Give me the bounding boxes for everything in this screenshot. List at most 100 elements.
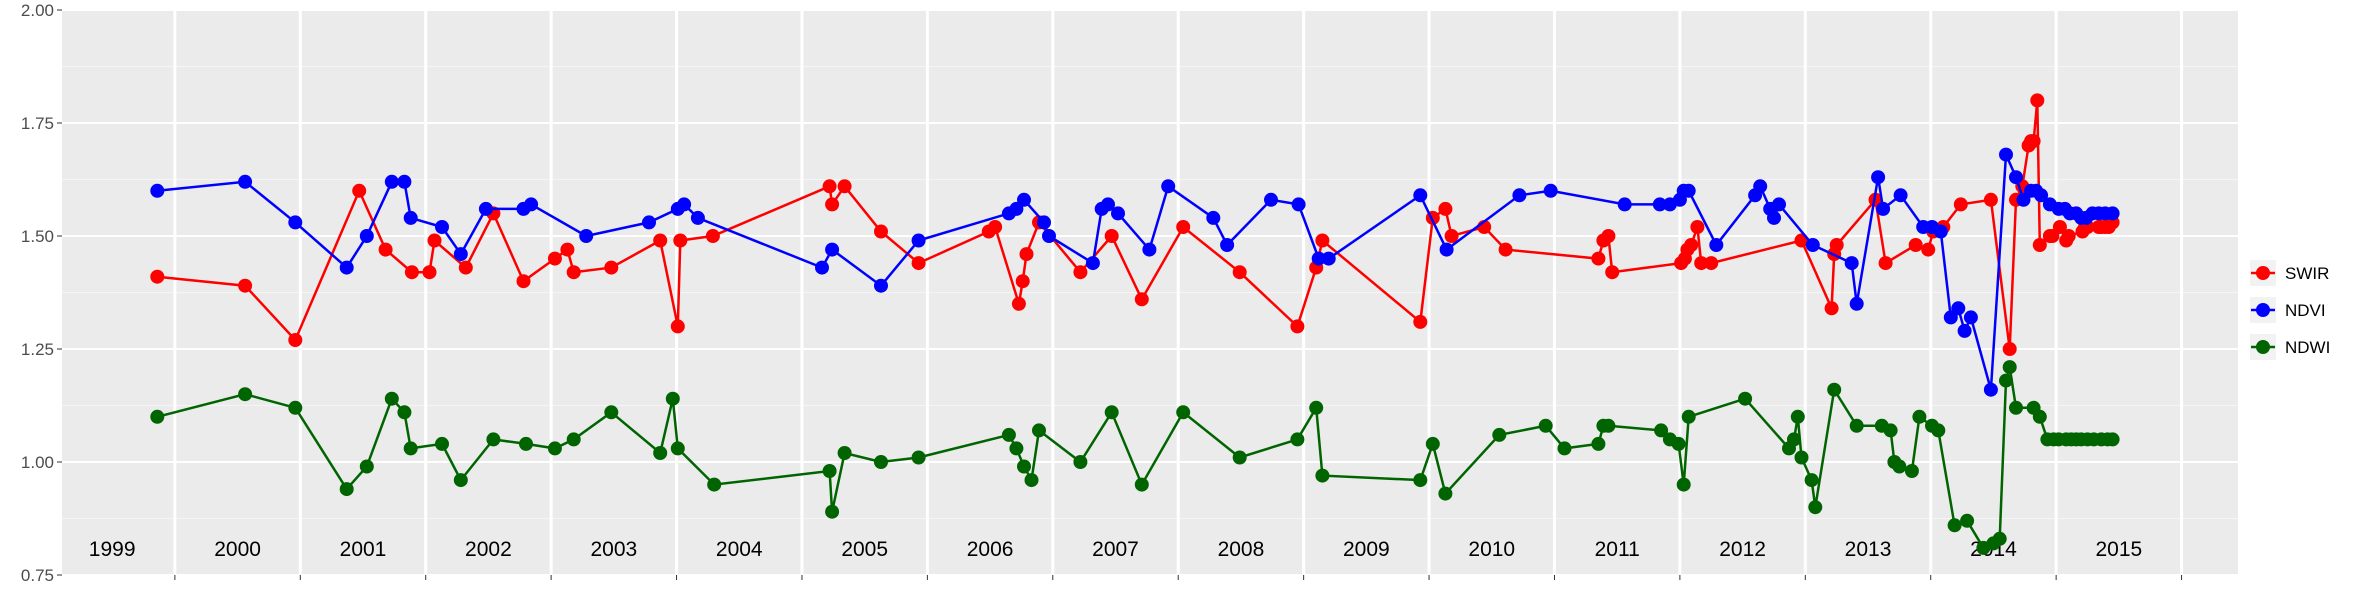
data-point — [1999, 147, 2013, 162]
data-point — [1073, 265, 1088, 280]
data-point — [1439, 242, 1454, 257]
data-point — [1321, 251, 1336, 266]
data-point — [458, 260, 473, 275]
data-point — [707, 477, 722, 492]
data-point — [519, 436, 533, 451]
data-point — [1805, 238, 1820, 252]
data-point — [547, 441, 562, 456]
legend: SWIR NDVI NDWI — [2250, 260, 2330, 360]
data-point — [1232, 265, 1247, 280]
data-point — [1676, 477, 1691, 492]
data-point — [453, 473, 468, 488]
data-point — [1009, 441, 1024, 456]
y-tick-label: 1.75 — [21, 114, 54, 133]
data-point — [1142, 242, 1157, 257]
data-point — [2026, 134, 2041, 149]
legend-item-ndvi: NDVI — [2250, 297, 2326, 323]
year-label: 2006 — [967, 538, 1014, 561]
data-point — [2061, 229, 2076, 243]
data-point — [359, 459, 374, 474]
data-point — [1290, 319, 1305, 334]
data-point — [2032, 238, 2047, 252]
grid — [62, 9, 2238, 576]
data-point — [1438, 486, 1453, 501]
data-point — [690, 210, 705, 225]
data-point — [1951, 301, 1966, 316]
data-point — [1617, 197, 1632, 212]
data-point — [822, 464, 837, 478]
year-label: 2011 — [1595, 538, 1640, 561]
data-point — [815, 260, 829, 275]
data-point — [1413, 473, 1428, 488]
year-label: 2010 — [1468, 538, 1515, 561]
axes: 0.75 1.00 1.25 1.50 1.75 2.00 — [21, 1, 2183, 585]
year-label: 2012 — [1719, 538, 1766, 561]
data-point — [352, 183, 367, 198]
data-point — [339, 482, 354, 497]
data-point — [1492, 427, 1507, 442]
legend-item-swir: SWIR — [2250, 260, 2329, 286]
data-point — [397, 405, 412, 420]
data-point — [1311, 251, 1326, 266]
data-point — [384, 174, 399, 189]
data-point — [238, 387, 253, 402]
data-point — [874, 455, 888, 469]
data-point — [1912, 409, 1927, 424]
series-ndvi — [150, 147, 2120, 397]
data-point — [288, 215, 303, 230]
data-point — [1876, 201, 1891, 216]
data-point — [1413, 188, 1428, 203]
data-point — [1654, 423, 1669, 438]
data-point — [2002, 342, 2017, 356]
data-point — [1652, 197, 1667, 212]
year-label: 2003 — [590, 538, 637, 561]
data-point — [427, 233, 442, 248]
data-point — [150, 409, 165, 424]
data-point — [874, 278, 888, 293]
data-point — [2105, 432, 2120, 447]
data-point — [1591, 436, 1606, 451]
year-label: 2002 — [465, 538, 512, 561]
data-point — [825, 242, 840, 257]
data-point — [1893, 188, 1908, 203]
data-point — [1444, 229, 1459, 243]
data-point — [2105, 206, 2120, 221]
data-point — [1019, 247, 1034, 262]
data-point — [1947, 518, 1962, 533]
data-point — [837, 446, 852, 460]
data-point — [547, 251, 562, 266]
data-point — [822, 179, 837, 194]
year-label: 2009 — [1343, 538, 1390, 561]
data-point — [1829, 238, 1844, 252]
series-line-swir — [157, 100, 2114, 350]
data-point — [677, 197, 692, 212]
data-point — [1425, 436, 1440, 451]
data-point — [874, 224, 888, 239]
data-point — [1878, 256, 1893, 271]
data-point — [1681, 183, 1696, 198]
year-label: 2008 — [1218, 538, 1265, 561]
data-point — [384, 391, 399, 406]
data-point — [825, 197, 840, 212]
data-point — [150, 183, 165, 198]
data-point — [478, 201, 493, 216]
data-point — [1134, 477, 1149, 492]
data-point — [1738, 391, 1753, 406]
data-point — [1953, 197, 1968, 212]
data-point — [566, 265, 581, 280]
data-point — [1690, 220, 1705, 234]
data-point — [403, 210, 418, 225]
data-point — [486, 432, 501, 447]
year-label: 2004 — [716, 538, 763, 561]
data-point — [642, 215, 656, 230]
data-point — [1001, 427, 1016, 442]
year-label: 2001 — [340, 538, 387, 561]
data-point — [1232, 450, 1247, 465]
data-point — [339, 260, 354, 275]
data-point — [1134, 292, 1149, 307]
data-point — [1438, 201, 1453, 216]
y-tick-label: 0.75 — [21, 566, 54, 585]
data-point — [150, 269, 165, 284]
data-point — [1015, 274, 1030, 289]
data-point — [2009, 170, 2023, 185]
